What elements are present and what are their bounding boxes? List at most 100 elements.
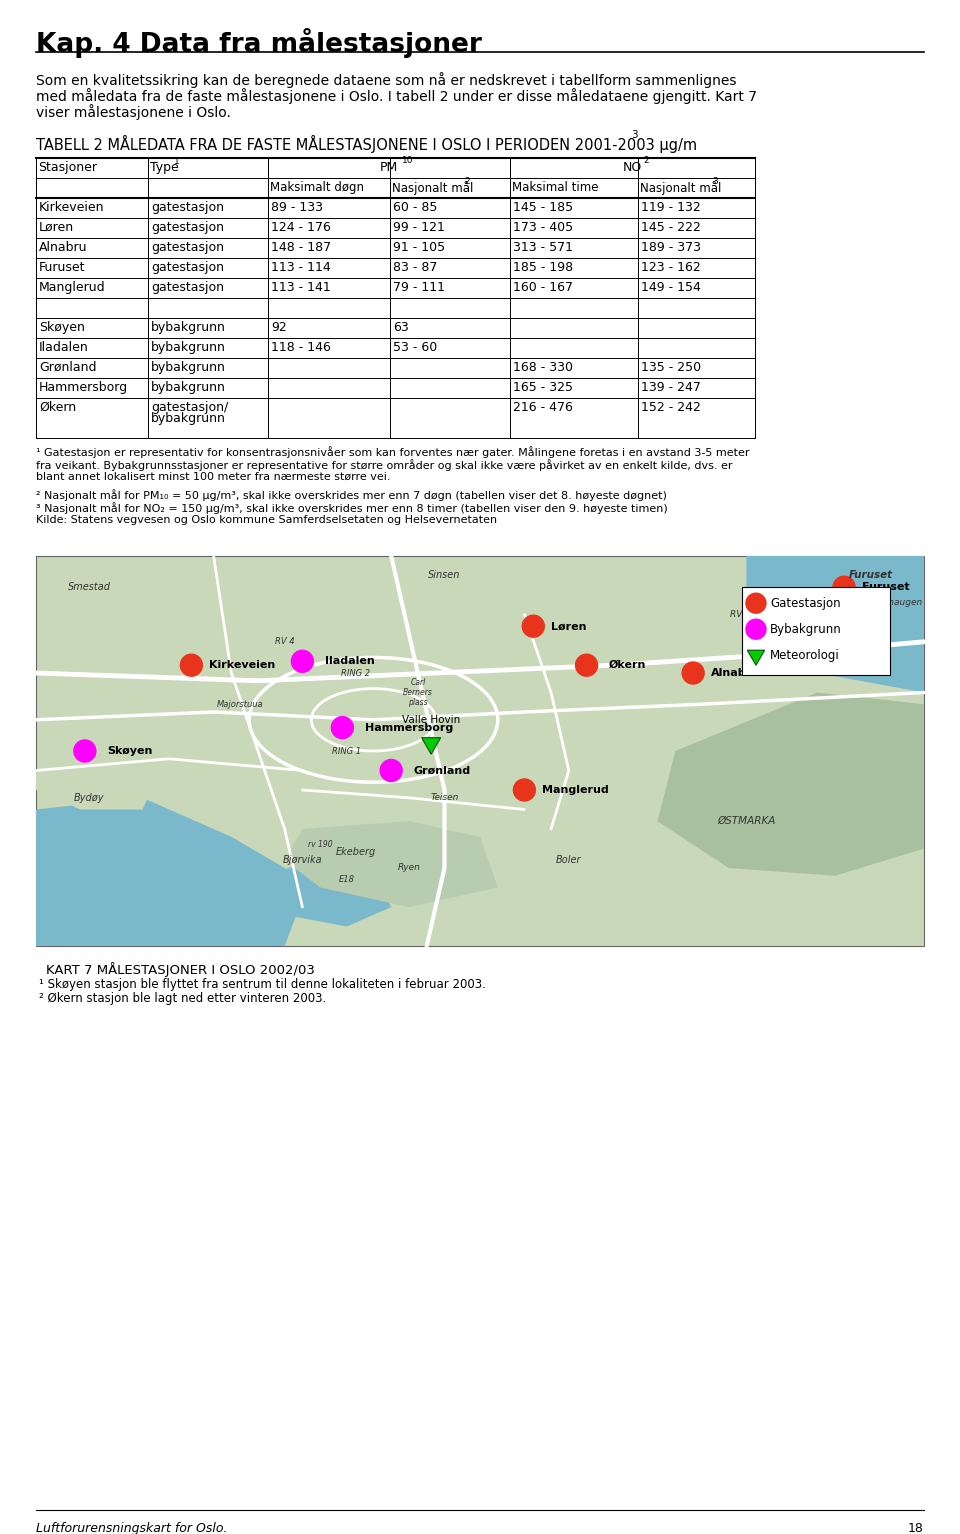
Text: 118 - 146: 118 - 146 xyxy=(271,341,331,354)
Text: 148 - 187: 148 - 187 xyxy=(271,241,331,255)
Text: 1: 1 xyxy=(174,156,180,166)
Text: 168 - 330: 168 - 330 xyxy=(513,360,573,374)
Text: Bybakgrunn: Bybakgrunn xyxy=(770,623,842,635)
Text: Bjørvika: Bjørvika xyxy=(282,854,323,865)
Text: Type: Type xyxy=(150,161,179,173)
Text: RING 1: RING 1 xyxy=(332,747,361,756)
Text: Nasjonalt mål: Nasjonalt mål xyxy=(392,181,473,195)
Text: ØSTMARKA: ØSTMARKA xyxy=(717,816,776,827)
Text: Meteorologi: Meteorologi xyxy=(770,649,840,661)
Text: Furuset: Furuset xyxy=(849,571,893,580)
Text: 10: 10 xyxy=(402,156,414,166)
Text: 3: 3 xyxy=(631,130,637,140)
Text: ² Økern stasjon ble lagt ned etter vinteren 2003.: ² Økern stasjon ble lagt ned etter vinte… xyxy=(39,992,326,1005)
Circle shape xyxy=(522,615,544,637)
Circle shape xyxy=(74,739,96,762)
Text: 145 - 185: 145 - 185 xyxy=(513,201,573,215)
Text: Maksimal time: Maksimal time xyxy=(512,181,598,193)
Text: Kilde: Statens vegvesen og Oslo kommune Samferdselsetaten og Helsevernetaten: Kilde: Statens vegvesen og Oslo kommune … xyxy=(36,515,497,525)
Text: RV 4: RV 4 xyxy=(275,637,295,646)
Text: 165 - 325: 165 - 325 xyxy=(513,380,573,394)
Text: 152 - 242: 152 - 242 xyxy=(641,400,701,414)
Text: gatestasjon: gatestasjon xyxy=(151,201,224,215)
Text: 53 - 60: 53 - 60 xyxy=(393,341,437,354)
Circle shape xyxy=(746,620,766,640)
Text: Manglerud: Manglerud xyxy=(39,281,106,295)
Text: 63: 63 xyxy=(393,321,409,334)
Text: Bydøy: Bydøy xyxy=(74,793,105,802)
Text: Teisen: Teisen xyxy=(430,793,459,802)
Text: ² Nasjonalt mål for PM₁₀ = 50 μg/m³, skal ikke overskrides mer enn 7 døgn (tabel: ² Nasjonalt mål for PM₁₀ = 50 μg/m³, ska… xyxy=(36,489,667,502)
Text: gatestasjon/: gatestasjon/ xyxy=(151,400,228,414)
Text: 185 - 198: 185 - 198 xyxy=(513,261,573,275)
Text: Kap. 4 Data fra målestasjoner: Kap. 4 Data fra målestasjoner xyxy=(36,28,482,58)
Circle shape xyxy=(180,653,203,676)
Text: 139 - 247: 139 - 247 xyxy=(641,380,701,394)
Text: 149 - 154: 149 - 154 xyxy=(641,281,701,295)
Text: 60 - 85: 60 - 85 xyxy=(393,201,438,215)
Text: blant annet lokalisert minst 100 meter fra nærmeste større vei.: blant annet lokalisert minst 100 meter f… xyxy=(36,472,391,482)
Text: Karinaugen: Karinaugen xyxy=(872,598,923,607)
Circle shape xyxy=(576,653,597,676)
Text: Carl
Berners
plass: Carl Berners plass xyxy=(403,678,433,707)
Text: 135 - 250: 135 - 250 xyxy=(641,360,701,374)
FancyBboxPatch shape xyxy=(742,588,890,675)
Circle shape xyxy=(331,716,353,738)
Text: 2: 2 xyxy=(464,176,469,186)
Text: 2: 2 xyxy=(643,156,649,166)
Text: E6: E6 xyxy=(829,637,841,646)
Polygon shape xyxy=(36,798,302,946)
Polygon shape xyxy=(747,555,924,692)
Text: 216 - 476: 216 - 476 xyxy=(513,400,573,414)
Circle shape xyxy=(380,759,402,781)
Text: 18: 18 xyxy=(908,1522,924,1534)
Text: 124 - 176: 124 - 176 xyxy=(271,221,331,235)
Text: TABELL 2 MÅLEDATA FRA DE FASTE MÅLESTASJONENE I OSLO I PERIODEN 2001-2003 μg/m: TABELL 2 MÅLEDATA FRA DE FASTE MÅLESTASJ… xyxy=(36,135,697,153)
Text: Ryen: Ryen xyxy=(397,864,420,873)
Text: Løren: Løren xyxy=(551,621,587,630)
Polygon shape xyxy=(658,692,924,876)
Text: 83 - 87: 83 - 87 xyxy=(393,261,438,275)
Text: 173 - 405: 173 - 405 xyxy=(513,221,573,235)
Text: 113 - 141: 113 - 141 xyxy=(271,281,331,295)
Text: Alnabru: Alnabru xyxy=(710,667,760,678)
Text: ¹ Gatestasjon er representativ for konsentrasjonsnivåer som kan forventes nær ga: ¹ Gatestasjon er representativ for konse… xyxy=(36,446,750,459)
Text: Skøyen: Skøyen xyxy=(108,746,153,756)
Text: Boler: Boler xyxy=(556,854,582,865)
Text: 79 - 111: 79 - 111 xyxy=(393,281,445,295)
Text: 313 - 571: 313 - 571 xyxy=(513,241,573,255)
Text: Luftforurensningskart for Oslo.: Luftforurensningskart for Oslo. xyxy=(36,1522,228,1534)
Text: Sinsen: Sinsen xyxy=(428,571,461,580)
Polygon shape xyxy=(284,821,497,907)
Text: Iladalen: Iladalen xyxy=(324,657,374,666)
Text: Furuset: Furuset xyxy=(39,261,85,275)
Text: Iladalen: Iladalen xyxy=(39,341,88,354)
Text: 160 - 167: 160 - 167 xyxy=(513,281,573,295)
Text: Majorstuua: Majorstuua xyxy=(217,700,264,709)
Text: E18: E18 xyxy=(339,876,355,884)
Text: KART 7 MÅLESTASJONER I OSLO 2002/03: KART 7 MÅLESTASJONER I OSLO 2002/03 xyxy=(46,962,315,977)
Circle shape xyxy=(683,663,704,684)
Text: gatestasjon: gatestasjon xyxy=(151,241,224,255)
Text: RING 2: RING 2 xyxy=(341,669,371,678)
Text: NO: NO xyxy=(623,161,642,173)
Text: Nasjonalt mål: Nasjonalt mål xyxy=(640,181,721,195)
Text: 145 - 222: 145 - 222 xyxy=(641,221,701,235)
Text: med måledata fra de faste målestasjonene i Oslo. I tabell 2 under er disse måled: med måledata fra de faste målestasjonene… xyxy=(36,87,757,104)
Text: Valle Hovin: Valle Hovin xyxy=(402,715,460,726)
Text: Ekeberg: Ekeberg xyxy=(336,847,375,858)
Text: Furuset: Furuset xyxy=(862,583,909,592)
Text: Som en kvalitetssikring kan de beregnede dataene som nå er nedskrevet i tabellfo: Som en kvalitetssikring kan de beregnede… xyxy=(36,72,736,87)
Polygon shape xyxy=(36,752,160,810)
Text: Økern: Økern xyxy=(39,400,76,414)
Text: fra veikant. Bybakgrunnsstasjoner er representative for større områder og skal i: fra veikant. Bybakgrunnsstasjoner er rep… xyxy=(36,459,732,471)
Text: 89 - 133: 89 - 133 xyxy=(271,201,323,215)
Text: PM: PM xyxy=(380,161,398,173)
Text: bybakgrunn: bybakgrunn xyxy=(151,360,226,374)
Circle shape xyxy=(514,779,536,801)
Text: Maksimalt døgn: Maksimalt døgn xyxy=(270,181,364,193)
Text: ¹ Skøyen stasjon ble flyttet fra sentrum til denne lokaliteten i februar 2003.: ¹ Skøyen stasjon ble flyttet fra sentrum… xyxy=(39,979,486,991)
Text: Manglerud: Manglerud xyxy=(542,785,609,795)
Text: 91 - 105: 91 - 105 xyxy=(393,241,445,255)
Text: Grønland: Grønland xyxy=(414,765,470,776)
